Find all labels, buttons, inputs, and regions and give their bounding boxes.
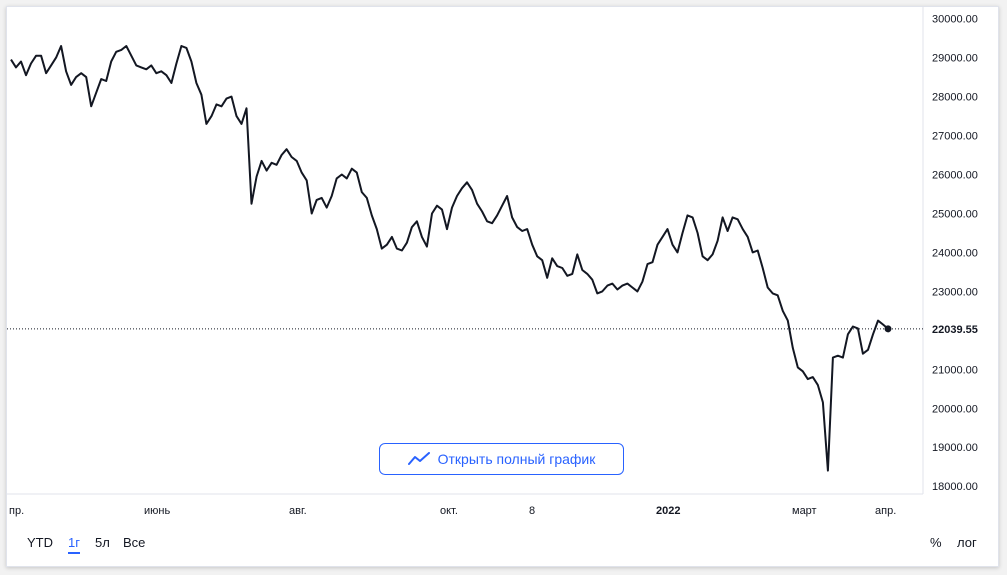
range-ytd[interactable]: YTD [27, 535, 53, 550]
y-tick-label: 20000.00 [932, 403, 978, 415]
range-all[interactable]: Все [123, 535, 146, 550]
open-full-chart-label: Открыть полный график [437, 451, 596, 467]
y-tick-label: 24000.00 [932, 247, 978, 259]
price-chart[interactable]: 30000.00 29000.00 28000.00 27000.00 26000.00… [7, 7, 998, 527]
x-tick-label: авг. [289, 505, 307, 517]
x-tick-label: пр. [9, 505, 24, 517]
trend-line-icon [407, 452, 430, 465]
y-tick-label: 19000.00 [932, 442, 978, 454]
range-selector: YTD 1г 5л Все % лог [7, 527, 998, 557]
last-value-badge [926, 319, 996, 338]
y-tick-label: 18000.00 [932, 481, 978, 493]
x-tick-label: 8 [529, 505, 535, 517]
last-value-dot [884, 325, 892, 333]
x-tick-label: 2022 [656, 505, 680, 517]
x-tick-label: апр. [875, 505, 896, 517]
open-full-chart-button[interactable]: Открыть полный график [379, 443, 624, 475]
y-tick-label: 21000.00 [932, 364, 978, 376]
price-line [10, 45, 889, 472]
y-tick-label: 29000.00 [932, 53, 978, 65]
log-scale-toggle[interactable]: лог [957, 535, 977, 550]
last-value-label: 22039.55 [932, 324, 978, 336]
x-tick-label: окт. [440, 505, 458, 517]
range-5y[interactable]: 5л [95, 535, 110, 550]
range-1y[interactable]: 1г [68, 535, 80, 554]
y-tick-label: 27000.00 [932, 131, 978, 143]
y-tick-label: 28000.00 [932, 92, 978, 104]
x-tick-label: март [792, 505, 817, 517]
x-tick-label: июнь [144, 505, 170, 517]
y-tick-label: 25000.00 [932, 208, 978, 220]
y-tick-label: 30000.00 [932, 14, 978, 26]
y-tick-label: 26000.00 [932, 170, 978, 182]
chart-widget: 30000.00 29000.00 28000.00 27000.00 26000.00… [6, 6, 999, 567]
y-tick-label: 23000.00 [932, 286, 978, 298]
percent-scale-toggle[interactable]: % [930, 535, 942, 550]
